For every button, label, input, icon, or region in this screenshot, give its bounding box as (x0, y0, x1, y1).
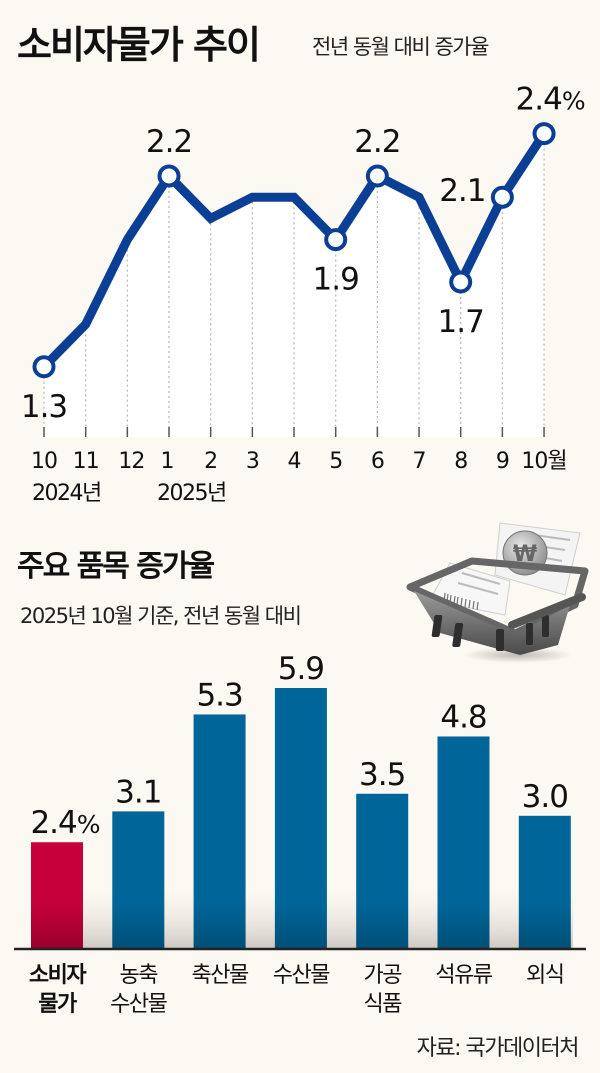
x-axis-label: 8 (454, 449, 467, 474)
bar-value-label: 4.8 (440, 699, 486, 735)
category-label: 수산물 (273, 963, 330, 988)
floor-shadow (83, 880, 573, 948)
bar-shade (112, 903, 165, 948)
x-axis-label: 12 (118, 449, 144, 474)
data-point-marker (324, 228, 348, 252)
category-label: 석유류 (435, 963, 492, 988)
bar-shade (437, 903, 490, 948)
bar-value-label: 3.0 (522, 779, 568, 815)
data-point-marker (449, 270, 473, 294)
bar-value-label: 5.9 (278, 651, 324, 687)
category-label: 축산물 (191, 963, 248, 988)
x-axis-label: 5 (329, 449, 342, 474)
data-label: 1.9 (313, 262, 359, 298)
data-label: 2.4% (516, 82, 585, 118)
x-axis-label: 6 (371, 449, 384, 474)
chart-title: 소비자물가 추이 (17, 23, 261, 67)
chart-subtitle: 전년 동월 대비 증가율 (312, 35, 489, 59)
x-axis-label: 10 (31, 449, 57, 474)
bar-chart-title: 주요 품목 증가율 (17, 549, 215, 584)
bar-shade (274, 903, 327, 948)
bar-value-label: 3.5 (359, 757, 405, 793)
bar-chart-subtitle: 2025년 10월 기준, 전년 동월 대비 (20, 604, 302, 628)
x-axis-label: 3 (246, 449, 259, 474)
shopping-basket-icon: ₩ (406, 522, 589, 663)
x-axis-label: 9 (496, 449, 509, 474)
data-point-marker (32, 355, 56, 379)
category-label: 외식 (526, 963, 563, 988)
category-label: 물가 (38, 992, 77, 1017)
category-label: 농축 (120, 963, 159, 988)
year-label: 2024년 (32, 481, 101, 506)
data-label: 2.1 (439, 173, 485, 209)
data-point-marker (490, 185, 514, 209)
data-label: 2.2 (146, 124, 192, 160)
data-label: 1.7 (438, 304, 484, 340)
data-point-marker (157, 164, 181, 188)
x-axis-label: 4 (288, 449, 301, 474)
category-label: 소비자 (29, 963, 87, 988)
bar-shade (518, 903, 571, 948)
data-point-marker (365, 164, 389, 188)
data-point-marker (532, 122, 556, 146)
category-label: 식품 (363, 992, 402, 1017)
bar-value-label: 5.3 (196, 677, 242, 713)
year-label: 2025년 (157, 481, 226, 506)
x-axis-label: 11 (73, 449, 99, 474)
x-axis-label: 1 (161, 449, 174, 474)
bar-shade (193, 903, 246, 948)
category-label: 수산물 (110, 992, 167, 1017)
bar-value-label: 3.1 (115, 774, 161, 810)
bar-shade (356, 903, 409, 948)
data-label: 1.3 (21, 389, 67, 425)
category-label: 가공 (363, 963, 402, 988)
source-note: 자료: 국가데이터처 (416, 1036, 580, 1061)
x-axis-label: 10월 (521, 449, 566, 474)
line-chart: 1.32.21.92.21.72.12.4%10 11 12 1 2 3 4 5 6 7 8 9 10월… (21, 82, 586, 506)
data-label: 2.2 (354, 124, 400, 160)
x-axis-label: 7 (413, 449, 426, 474)
bar-value-label: 2.4% (30, 805, 99, 841)
bar-shade (31, 903, 83, 948)
x-axis-label: 2 (204, 449, 217, 474)
